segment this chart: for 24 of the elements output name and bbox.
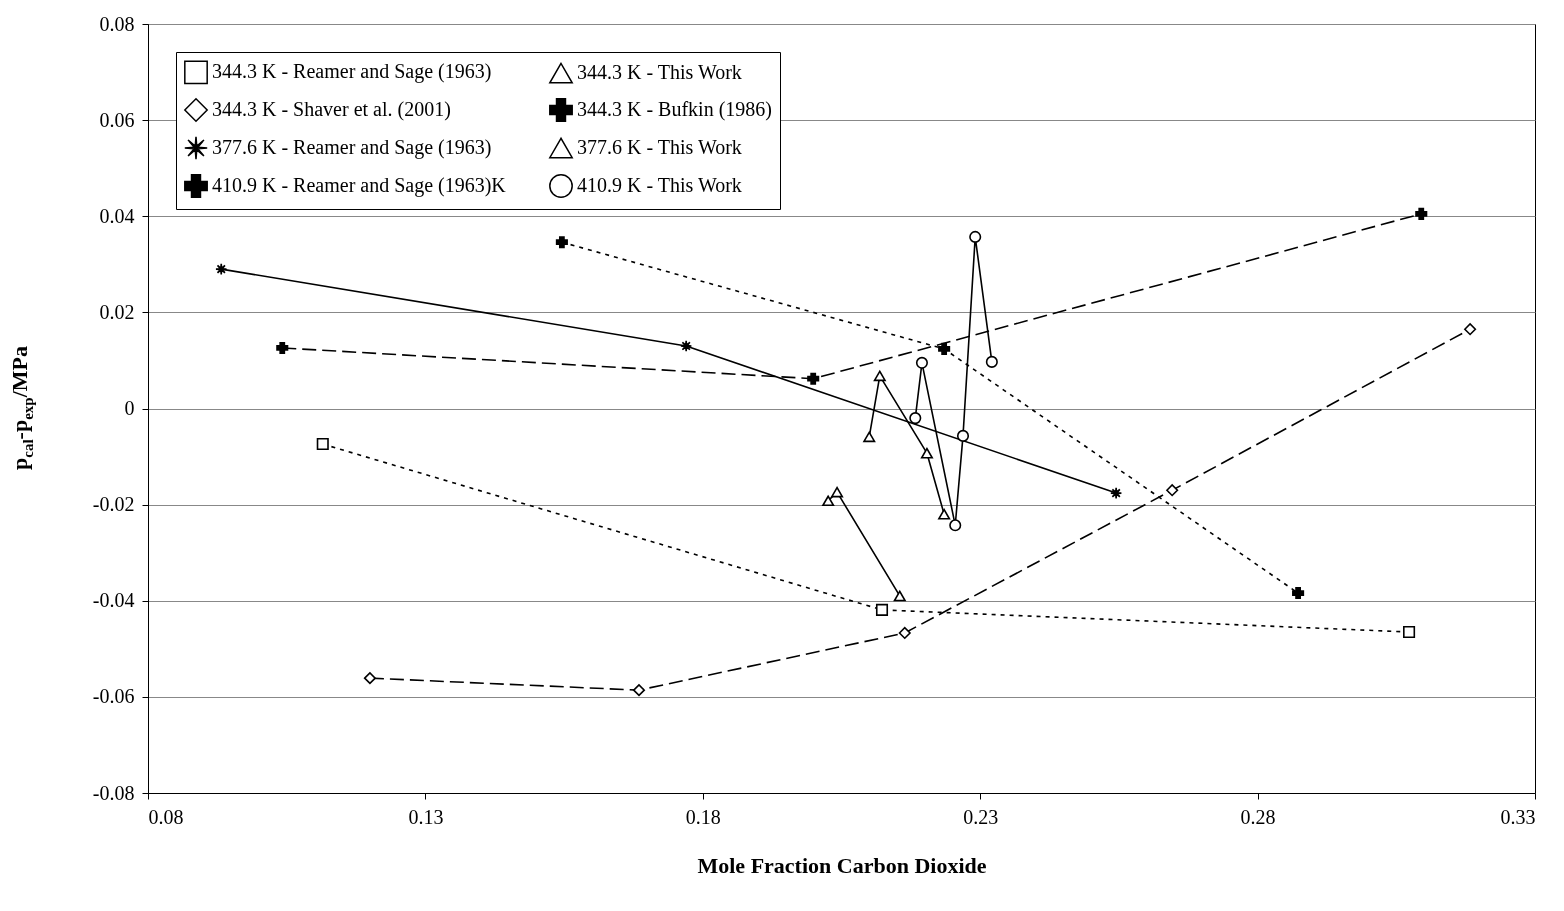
y-tick-label: 0.02 <box>99 300 135 323</box>
y-tick-label: 0.08 <box>99 12 135 35</box>
x-tick-label: 0.13 <box>408 805 444 828</box>
x-tick-label: 0.23 <box>963 805 999 828</box>
y-tick-label: -0.04 <box>92 589 135 612</box>
legend-label: 377.6 K - Reamer and Sage (1963) <box>212 136 492 159</box>
y-tick-label: -0.08 <box>92 781 135 804</box>
y-tick-label: 0.04 <box>99 204 135 227</box>
y-tick-label: 0.06 <box>99 108 135 131</box>
legend-label: 410.9 K - Reamer and Sage (1963)K <box>212 174 507 197</box>
x-tick-label: 0.08 <box>148 805 184 828</box>
y-tick-label: 0 <box>124 397 135 419</box>
legend-label: 344.3 K - Shaver et al. (2001) <box>212 98 451 121</box>
legend-label: 377.6 K - This Work <box>577 136 742 158</box>
y-tick-label: -0.02 <box>92 493 135 516</box>
y-tick-label: -0.06 <box>92 685 135 708</box>
legend-label: 344.3 K - Reamer and Sage (1963) <box>212 60 492 84</box>
legend-label: 410.9 K - This Work <box>577 174 742 196</box>
x-tick-label: 0.18 <box>685 805 721 828</box>
x-axis-title: Mole Fraction Carbon Dioxide <box>697 852 987 878</box>
x-tick-label: 0.28 <box>1240 805 1276 828</box>
legend-label: 344.3 K - Bufkin (1986) <box>577 98 772 121</box>
legend-label: 344.3 K - This Work <box>577 61 742 84</box>
x-tick-label: 0.33 <box>1500 805 1536 828</box>
